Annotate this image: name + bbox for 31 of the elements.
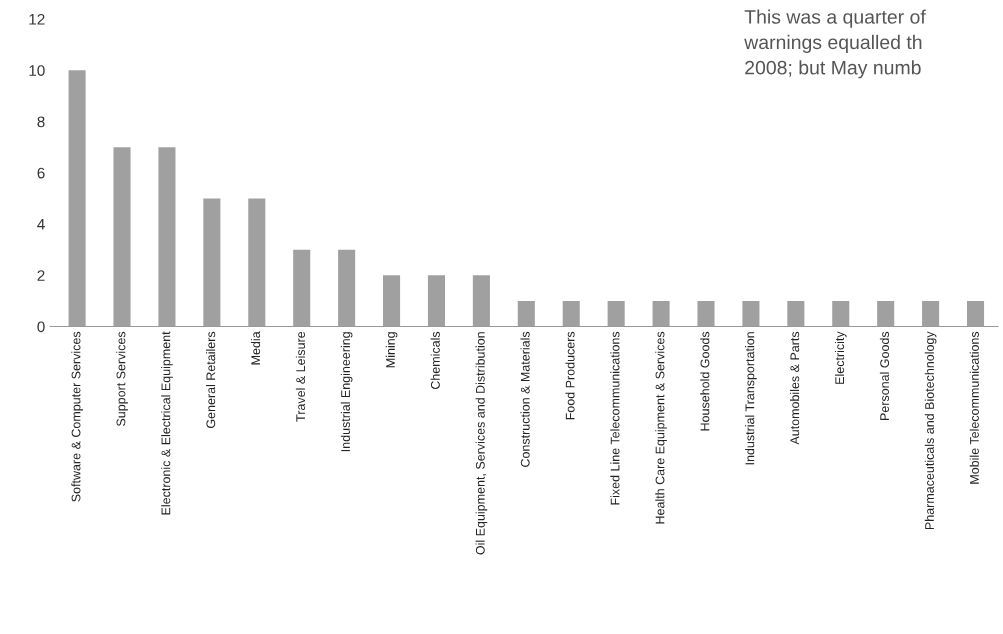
x-tick-label: Electricity [834, 331, 847, 384]
x-tick-label: Industrial Transportation [745, 332, 757, 465]
x-tick-label: Food Producers [565, 331, 575, 420]
y-tick-label: 6 [37, 167, 45, 179]
x-tick-label: Construction & Materials [520, 331, 530, 467]
x-tick-label: Chemicals [430, 331, 440, 390]
y-tick-label: 0 [37, 321, 45, 333]
annotation: This was a quarter of [744, 9, 926, 28]
x-tick-label: Fixed Line Telecommunications [610, 331, 620, 505]
y-tick-label: 10 [29, 65, 45, 76]
x-tick-label: Mining [385, 332, 398, 368]
x-tick-label: Automobiles & Parts [790, 331, 800, 445]
y-tick-label: 2 [37, 270, 45, 281]
x-tick-label: Mobile Telecommunications [969, 331, 979, 484]
x-tick-label: Media [250, 331, 261, 365]
y-tick-label: 4 [37, 219, 45, 230]
x-tick-label: Personal Goods [879, 331, 890, 420]
x-tick-label: Electronic & Electrical Equipment [161, 331, 173, 515]
y-tick-label: 8 [37, 116, 45, 128]
x-tick-label: Household Goods [700, 331, 710, 431]
x-tick-label: General Retailers [206, 331, 216, 428]
x-tick-label: Health Care Equipment & Services [655, 331, 667, 524]
x-tick-label: Software & Computer Services [71, 331, 83, 502]
x-tick-label: Industrial Engineering [340, 332, 353, 452]
x-tick-label: Travel & Leisure [295, 331, 306, 422]
y-tick-label: 12 [29, 13, 45, 25]
annotation: warnings equalled th [744, 34, 922, 53]
x-tick-label: Oil Equipment, Services and Distribution [475, 332, 488, 555]
annotation: 2008; but May numb [745, 60, 921, 79]
x-tick-label: Support Services [116, 331, 128, 426]
x-tick-label: Pharmaceuticals and Biotechnology [924, 331, 937, 530]
